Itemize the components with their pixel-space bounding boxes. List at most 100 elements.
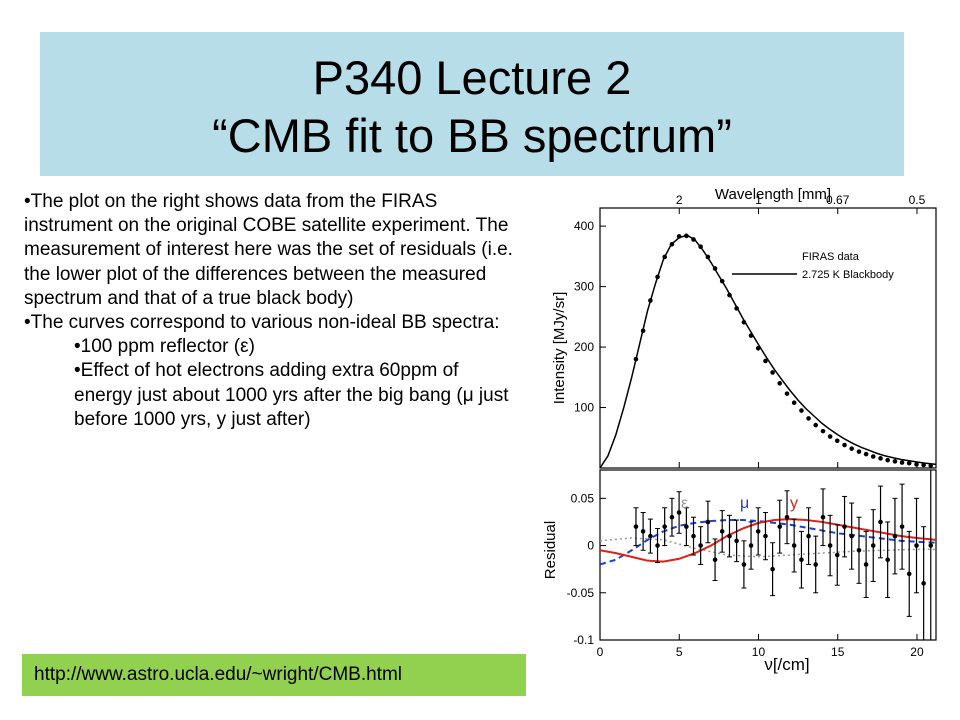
- residual-x-tick-label: 10: [752, 645, 766, 659]
- firas-data-point: [914, 462, 919, 467]
- firas-data-point: [849, 446, 854, 451]
- residual-x-tick-label: 20: [910, 645, 924, 659]
- residual-data-point: [669, 514, 675, 520]
- intensity-y-tick-label: 200: [574, 340, 594, 354]
- firas-data-point: [906, 460, 912, 466]
- residual-y-tick-label: -0.05: [567, 586, 595, 600]
- firas-data-point: [885, 457, 890, 463]
- firas-data-point: [727, 292, 732, 298]
- firas-data-point: [806, 416, 811, 421]
- firas-data-point: [813, 422, 819, 428]
- sub-bullet-hot-electrons: •Effect of hot electrons adding extra 60…: [74, 360, 509, 430]
- residual-data-point: [755, 529, 761, 534]
- residual-data-point: [633, 524, 639, 529]
- firas-data-point: [648, 298, 653, 303]
- top-axis-tick-label: 2: [676, 193, 683, 207]
- firas-data-point: [741, 319, 747, 325]
- firas-data-point: [698, 244, 703, 249]
- firas-data-point: [928, 463, 934, 468]
- title-banner: P340 Lecture 2 “CMB fit to BB spectrum”: [40, 32, 904, 176]
- residual-data-point: [892, 533, 898, 539]
- nu-axis-label: ν[/cm]: [764, 655, 809, 674]
- residual-data-point: [676, 510, 682, 515]
- residual-x-tick-label: 0: [597, 645, 604, 659]
- residual-data-point: [777, 524, 783, 529]
- firas-data-point: [763, 358, 768, 364]
- residual-legend: ε μ y: [681, 495, 798, 512]
- intensity-y-tick-label: 100: [574, 401, 594, 415]
- source-url-link[interactable]: http://www.astro.ucla.edu/~wright/CMB.ht…: [34, 664, 403, 685]
- firas-data-point: [705, 254, 711, 260]
- residual-data-point: [899, 524, 905, 529]
- residual-data-point: [684, 524, 689, 529]
- firas-data-point: [669, 241, 675, 247]
- residual-data-point: [763, 533, 768, 539]
- residual-data-point: [870, 543, 876, 548]
- residual-data-point: [827, 543, 833, 548]
- residual-data-point: [806, 533, 811, 539]
- residual-data-point: [914, 543, 919, 548]
- firas-data-point: [921, 462, 926, 468]
- cmb-spectrum-figure: Wavelength [mm] 2 1 0.67 0.5 Intensity [MJy…: [542, 186, 937, 674]
- residual-y-tick-label: 0.05: [571, 491, 595, 505]
- legend-mu: μ: [740, 495, 749, 512]
- residual-data-point: [655, 543, 660, 548]
- firas-data-point: [640, 328, 646, 334]
- residual-data-point: [813, 562, 819, 567]
- residual-data-point: [640, 529, 646, 534]
- residual-data-point: [662, 524, 667, 529]
- residual-data-point: [691, 533, 696, 539]
- residual-data-point: [921, 581, 926, 586]
- intensity-frame: [599, 207, 937, 469]
- firas-data-point: [655, 274, 660, 280]
- firas-data-point: [676, 234, 682, 239]
- top-axis-tick-label: 0.67: [826, 193, 850, 207]
- residual-data-point: [885, 557, 890, 563]
- firas-data-point: [755, 345, 761, 351]
- residual-data-point: [727, 533, 732, 539]
- residual-data-point: [906, 571, 912, 577]
- slide-title-line-2: “CMB fit to BB spectrum”: [212, 109, 732, 162]
- url-banner: http://www.astro.ucla.edu/~wright/CMB.ht…: [22, 654, 526, 696]
- residual-data-point: [799, 557, 804, 563]
- residual-data-point: [842, 524, 847, 529]
- residual-data-point: [863, 562, 869, 567]
- firas-data-point: [842, 442, 847, 448]
- firas-data-point: [633, 356, 639, 362]
- intensity-y-tick-label: 300: [574, 280, 594, 294]
- y-curve: [599, 518, 937, 563]
- intensity-axis-label: Intensity [MJy/sr]: [551, 292, 568, 405]
- legend-y: y: [790, 495, 798, 512]
- residual-data-point: [791, 543, 797, 548]
- residual-data-point: [820, 514, 826, 520]
- firas-data-point: [799, 408, 804, 413]
- firas-data-point: [834, 438, 840, 444]
- residual-data-point: [849, 533, 854, 539]
- residual-panel: 0.050-0.05-0.10 5 10 15 20: [567, 469, 937, 659]
- sub-bullet-reflector: •100 ppm reflector (ε): [74, 336, 255, 358]
- firas-data-point: [784, 391, 790, 396]
- firas-data-point: [712, 266, 718, 271]
- firas-data-point: [684, 233, 689, 239]
- intensity-panel: 100 200 300 400: [574, 207, 937, 469]
- residual-data-point: [856, 547, 862, 553]
- residual-frame: [599, 469, 937, 641]
- legend-epsilon: ε: [681, 495, 688, 512]
- firas-data-point: [748, 333, 754, 338]
- firas-data-point: [734, 306, 739, 311]
- mu-curve: [599, 519, 937, 566]
- firas-data-point: [856, 449, 862, 454]
- firas-data-point: [870, 454, 876, 459]
- residual-y-tick-label: -0.1: [573, 633, 594, 647]
- residual-data-point: [770, 566, 775, 572]
- residual-data-point: [928, 543, 934, 548]
- legend-firas-data: FIRAS data: [802, 251, 860, 263]
- top-axis-label: Wavelength [mm]: [715, 186, 831, 203]
- residual-axis-label: Residual: [542, 521, 559, 579]
- top-axis-tick-label: 0.5: [909, 193, 926, 207]
- intensity-y-tick-label: 400: [574, 219, 594, 233]
- firas-data-point: [791, 400, 797, 405]
- firas-data-point: [899, 460, 905, 465]
- intensity-legend: FIRAS data 2.725 K Blackbody: [732, 251, 894, 281]
- residual-data-point: [719, 529, 725, 534]
